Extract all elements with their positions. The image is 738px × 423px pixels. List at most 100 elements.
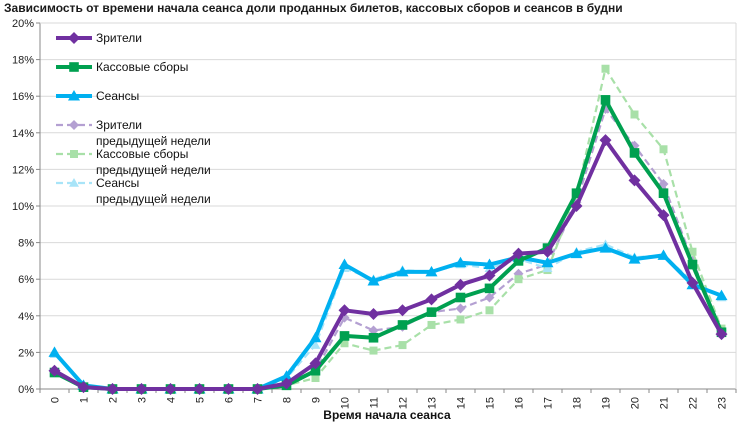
data-point bbox=[570, 247, 583, 259]
data-point bbox=[658, 188, 669, 198]
x-tick-label: 17 bbox=[543, 397, 555, 409]
series-layer bbox=[48, 64, 728, 395]
legend-label: предыдущей недели bbox=[96, 163, 211, 177]
data-point bbox=[251, 383, 264, 395]
series-line bbox=[53, 138, 724, 391]
data-point bbox=[397, 320, 408, 330]
data-point bbox=[571, 188, 582, 198]
data-point bbox=[77, 381, 90, 394]
x-axis-label: Время начала сеанса bbox=[323, 408, 451, 422]
x-tick-label: 12 bbox=[398, 397, 410, 409]
data-point bbox=[309, 331, 322, 343]
data-point bbox=[426, 307, 437, 317]
data-point bbox=[135, 383, 148, 395]
x-tick-label: 9 bbox=[311, 397, 323, 403]
data-point bbox=[280, 370, 293, 381]
legend-marker bbox=[68, 90, 80, 101]
legend-marker bbox=[69, 120, 79, 130]
gridlines bbox=[39, 22, 737, 390]
data-point bbox=[311, 374, 320, 383]
data-point bbox=[600, 95, 611, 105]
data-point bbox=[657, 209, 670, 222]
data-point bbox=[601, 64, 610, 73]
data-point bbox=[48, 364, 61, 377]
data-point bbox=[338, 258, 351, 270]
data-point bbox=[541, 256, 554, 268]
data-point bbox=[396, 265, 409, 277]
x-tick-label: 20 bbox=[630, 397, 642, 409]
series-box-office-prev-week bbox=[50, 64, 726, 393]
data-point bbox=[280, 377, 293, 390]
series-line bbox=[53, 243, 723, 391]
data-point bbox=[485, 306, 494, 315]
y-tick-label: 18% bbox=[12, 55, 34, 67]
y-tick-label: 2% bbox=[18, 347, 34, 359]
data-point bbox=[338, 304, 351, 317]
data-point bbox=[715, 328, 728, 341]
legend-marker bbox=[70, 150, 78, 158]
data-point bbox=[484, 283, 495, 294]
y-tick-label: 14% bbox=[12, 128, 34, 140]
data-point bbox=[367, 307, 380, 320]
x-tick-label: 22 bbox=[688, 397, 700, 409]
legend-item: Зрители предыдущей недели bbox=[56, 118, 211, 148]
legend-label: Зрители bbox=[96, 31, 142, 45]
data-point bbox=[339, 331, 350, 341]
data-point bbox=[542, 263, 553, 272]
legend-item: Сеансы предыдущей недели bbox=[56, 176, 211, 206]
data-point bbox=[398, 341, 407, 350]
x-tick-label: 2 bbox=[108, 397, 120, 403]
x-tick-label: 16 bbox=[514, 397, 526, 409]
data-point bbox=[483, 269, 496, 282]
x-tick-label: 6 bbox=[224, 397, 236, 403]
x-tick-label: 1 bbox=[79, 397, 91, 403]
legend-label: Кассовые сборы bbox=[96, 60, 188, 74]
legend-item: Кассовые сборы предыдущей недели bbox=[56, 147, 211, 177]
data-point bbox=[454, 256, 467, 268]
data-point bbox=[455, 303, 466, 314]
y-tick-label: 12% bbox=[12, 164, 34, 176]
data-point bbox=[629, 148, 640, 158]
data-point bbox=[367, 275, 380, 286]
data-point bbox=[687, 259, 698, 270]
y-tick-label: 0% bbox=[18, 384, 34, 396]
data-point bbox=[715, 289, 728, 301]
data-point bbox=[164, 383, 177, 395]
x-tick-label: 11 bbox=[369, 397, 381, 408]
y-tick-label: 4% bbox=[18, 311, 34, 323]
x-tick-label: 4 bbox=[166, 397, 178, 403]
legend-label: Кассовые сборы bbox=[96, 147, 188, 161]
data-point bbox=[310, 340, 321, 349]
y-tick-label: 16% bbox=[12, 91, 34, 103]
data-point bbox=[368, 332, 379, 343]
data-point bbox=[455, 292, 466, 303]
legend-marker bbox=[69, 62, 79, 72]
x-tick-label: 10 bbox=[340, 397, 352, 409]
data-point bbox=[425, 293, 438, 306]
series-sessions bbox=[48, 242, 728, 394]
data-point bbox=[425, 265, 438, 277]
y-tick-label: 6% bbox=[18, 274, 34, 286]
data-point bbox=[628, 174, 641, 187]
x-tick-label: 8 bbox=[282, 397, 294, 403]
legend-label: предыдущей недели bbox=[96, 192, 211, 206]
x-tick-label: 5 bbox=[195, 397, 207, 403]
data-point bbox=[657, 249, 670, 260]
legend-marker bbox=[69, 178, 79, 187]
data-point bbox=[368, 325, 379, 336]
data-point bbox=[484, 292, 495, 303]
x-tick-label: 19 bbox=[601, 397, 613, 409]
data-point bbox=[513, 256, 524, 266]
legend-item: Сеансы bbox=[56, 89, 139, 103]
y-tick-label: 8% bbox=[18, 238, 34, 250]
x-axis-ticks: 0 1 2 3 4 5 6 7 8 9 10 11 12 13 14 15 16 17 18 19 20 21 22 23 bbox=[39, 389, 737, 409]
legend-item: Кассовые сборы bbox=[56, 60, 188, 74]
x-tick-label: 14 bbox=[456, 397, 468, 409]
data-point bbox=[106, 383, 119, 395]
legend-marker bbox=[68, 32, 80, 44]
x-tick-label: 13 bbox=[427, 397, 439, 409]
data-point bbox=[630, 110, 639, 119]
y-tick-label: 10% bbox=[12, 201, 34, 213]
legend-label: Зрители bbox=[96, 118, 142, 132]
